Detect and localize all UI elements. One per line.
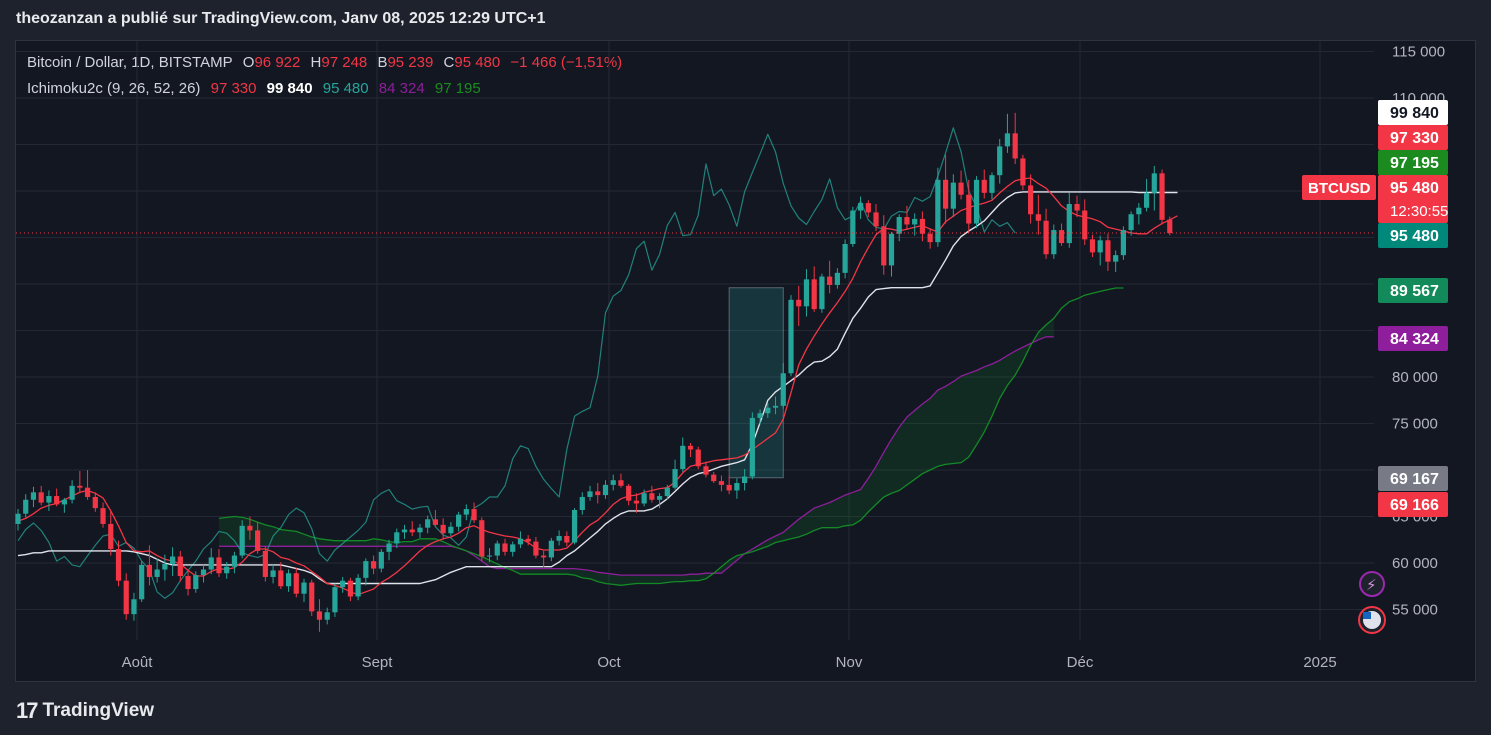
kijun-value: 99 840 [266, 80, 313, 97]
high-value: 97 248 [321, 54, 368, 71]
chart-frame[interactable] [15, 40, 1476, 682]
symbol-name: Bitcoin / Dollar, 1D, BITSTAMP [27, 54, 233, 71]
low-label: B [377, 54, 388, 71]
indicator-legend: Ichimoku2c (9, 26, 52, 26) 97 330 99 840… [27, 80, 487, 97]
span-a-value: 97 195 [434, 80, 481, 97]
indicator-name: Ichimoku2c (9, 26, 52, 26) [27, 80, 201, 97]
tradingview-logo: 17 [16, 698, 39, 723]
open-label: O [242, 54, 255, 71]
tenkan-value: 97 330 [210, 80, 257, 97]
close-value: 95 480 [454, 54, 501, 71]
publication-header: theozanzan a publié sur TradingView.com,… [16, 10, 546, 27]
chikou-value: 95 480 [322, 80, 369, 97]
change-value: −1 466 (−1,51%) [510, 54, 623, 71]
symbol-legend: Bitcoin / Dollar, 1D, BITSTAMP O96 922 H… [27, 54, 628, 71]
footer: 17 TradingView [16, 698, 154, 724]
low-value: 95 239 [387, 54, 434, 71]
open-value: 96 922 [254, 54, 301, 71]
span-b-value: 84 324 [378, 80, 425, 97]
brand-name: TradingView [42, 700, 155, 721]
close-label: C [443, 54, 455, 71]
high-label: H [310, 54, 322, 71]
